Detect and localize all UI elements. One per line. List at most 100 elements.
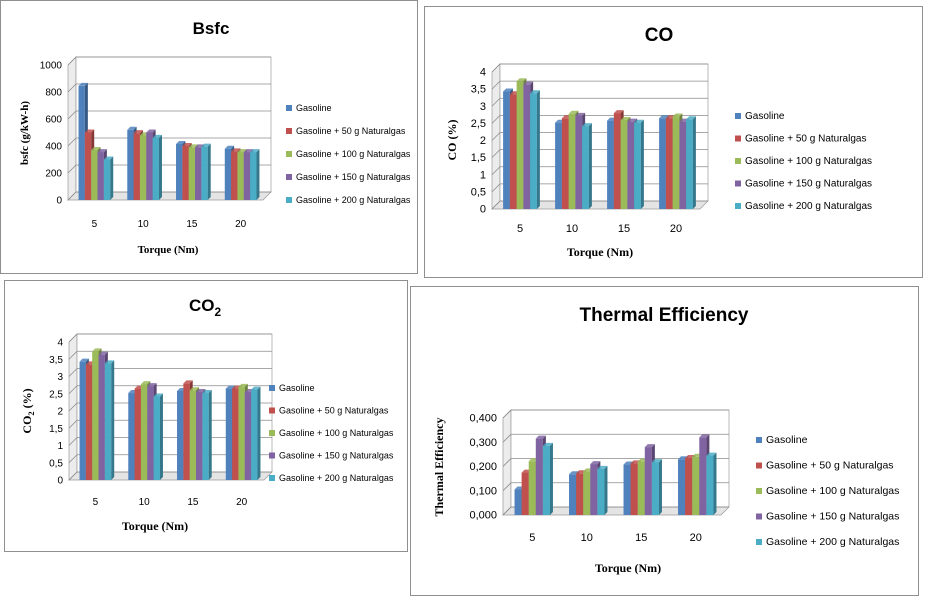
bar-front [177,390,184,480]
bar-front [623,464,631,515]
y-tick-label: 600 [45,115,62,126]
legend-label: Gasoline + 200 g Naturalgas [745,201,872,212]
bar-front [79,361,86,480]
bar-front [244,392,252,480]
chart-title-subscript: 2 [214,305,221,319]
gridline [68,368,272,377]
chart-title: Thermal Efficiency [580,305,749,326]
bar-top [250,149,260,153]
bar-top [182,143,192,146]
x-axis-title: Torque (Nm) [567,245,633,259]
thermal-efficiency-chart: 0,000 0,100 0,200 0,300 0,400 5 10 15 20 Thermal … [432,305,899,575]
thermal-efficiency-chart-panel: 0,000 0,100 0,200 0,300 0,400 5 10 15 20 Thermal … [410,286,919,596]
bar-front [92,351,99,480]
legend-label: Gasoline + 50 g Naturalgas [296,126,406,136]
bar-top [597,465,608,469]
bar-side [549,442,553,515]
x-tick-label: 10 [566,223,578,235]
bar-top [686,116,696,120]
x-tick-label: 20 [236,497,248,508]
legend-label: Gasoline + 100 g Naturalgas [296,149,411,159]
bar-front [146,132,153,200]
bar-top [699,434,710,438]
bar-front [521,472,529,515]
x-tick-label: 15 [186,219,198,230]
bar-front [237,152,244,200]
gridline [502,458,729,467]
y-tick-label: 0,100 [469,485,497,497]
bar-top [147,383,157,387]
bar-top [627,118,638,122]
x-tick-label: 5 [517,223,523,235]
y-axis-title: CO (%) [445,120,459,161]
bar [686,116,696,209]
bar-front [103,159,111,200]
bar-top [590,461,601,465]
legend-swatch [756,462,762,469]
bar-side [158,134,162,200]
y-tick-label: 1,5 [49,424,63,435]
y-tick-label: 0 [56,196,62,207]
bar-front [575,115,583,209]
y-tick-label: 1 [480,169,486,181]
bar-front [238,386,245,480]
bar-top [644,444,655,448]
bar-top [523,81,534,85]
bar [582,123,592,209]
bar [542,442,553,515]
bar-front [659,118,666,209]
bar [202,390,212,480]
bar-front [104,363,112,480]
bar-front [590,464,598,515]
gridline [67,137,271,147]
y-tick-label: 0 [57,476,63,487]
bar-front [231,151,238,200]
bar-top [224,145,235,149]
bar [597,465,608,515]
y-axis-title: bsfc (g/kW-h) [19,101,31,165]
bar [153,393,163,480]
bar-top [575,112,586,116]
legend-label: Gasoline + 100 g Naturalgas [745,156,872,167]
x-tick-label: 5 [529,532,535,544]
bar-front [569,474,577,515]
bar-front [243,152,251,200]
y-tick-label: 0 [480,204,486,216]
bar-side [658,459,662,515]
bar-front [202,393,209,480]
y-tick-label: 400 [45,142,62,153]
gridline [502,433,729,443]
bar-top [659,115,669,119]
bar-top [201,143,211,147]
bar-top [183,380,193,384]
bar-top [530,90,540,94]
gridline [491,80,708,90]
bar-side [111,360,115,480]
legend-swatch [269,385,275,391]
bar-front [78,85,85,200]
bar-top [152,134,162,138]
y-tick-label: 0,400 [469,413,497,425]
bar-top [127,126,137,130]
y-tick-label: 0,200 [469,461,497,473]
bar-front [133,133,140,200]
y-tick-label: 0,5 [471,186,486,198]
bsfc-chart-panel: 0 200 400 600 800 1000 5 10 15 20 Bsfc Torque (Nm) b… [0,0,418,274]
legend-swatch [735,180,741,187]
chart-title: CO2 [189,296,222,319]
legend-swatch [269,407,275,414]
bar-top [503,88,513,92]
bar-top [516,78,527,82]
bar-top [176,140,186,144]
legend-label: Gasoline [279,383,315,393]
bar-front [251,389,258,480]
bar-front [597,468,605,515]
bar-front [627,121,635,209]
bar [530,90,540,209]
bar-front [651,462,659,515]
bar-front [127,129,134,200]
bar-front [225,388,233,480]
x-tick-label: 10 [581,532,593,544]
x-tick-label: 20 [235,219,247,230]
gridline [67,56,271,66]
